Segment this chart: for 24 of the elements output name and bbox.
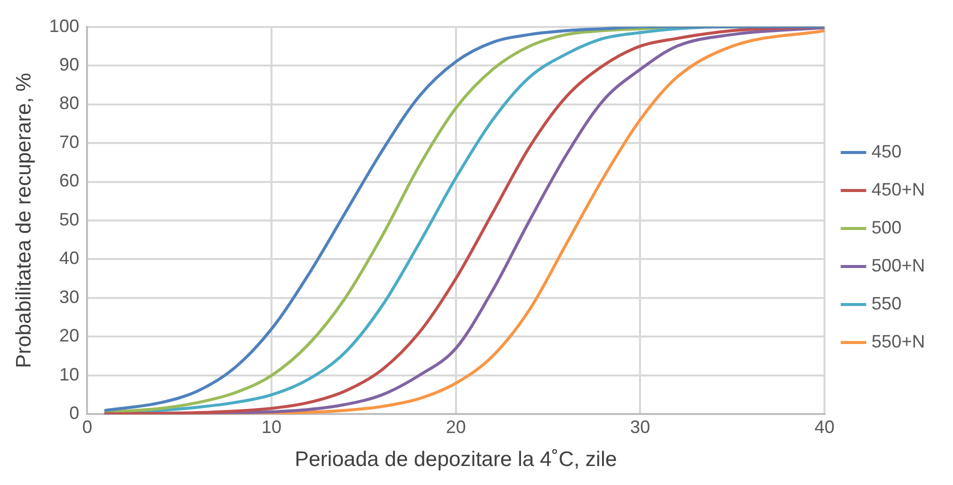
- y-tick-label: 10: [59, 364, 80, 384]
- x-tick-label: 10: [262, 416, 282, 437]
- y-tick-label: 30: [59, 286, 80, 307]
- x-tick-label: 30: [630, 416, 650, 437]
- y-tick-label: 20: [59, 326, 80, 346]
- y-tick-label: 70: [59, 132, 80, 152]
- y-axis-title: Probabilitatea de recuperare, %: [12, 72, 36, 368]
- legend-label: 450+N: [871, 179, 926, 200]
- y-tick-label: 100: [49, 16, 80, 36]
- legend-label: 550+N: [871, 331, 926, 352]
- y-tick-label: 40: [59, 248, 80, 268]
- legend-label: 450: [871, 141, 902, 162]
- x-tick-label: 0: [82, 416, 92, 437]
- legend-label: 550: [871, 293, 902, 314]
- y-tick-label: 50: [59, 209, 80, 230]
- legend-label: 500: [871, 217, 902, 238]
- x-tick-label: 40: [814, 416, 834, 437]
- y-tick-label: 80: [59, 93, 80, 114]
- legend-label: 500+N: [871, 255, 926, 276]
- y-tick-label: 90: [59, 54, 80, 75]
- y-tick-label: 60: [59, 170, 80, 191]
- y-tick-label: 0: [69, 403, 80, 424]
- x-tick-label: 20: [446, 416, 466, 437]
- x-axis-title: Perioada de depozitare la 4˚C, zile: [294, 448, 617, 472]
